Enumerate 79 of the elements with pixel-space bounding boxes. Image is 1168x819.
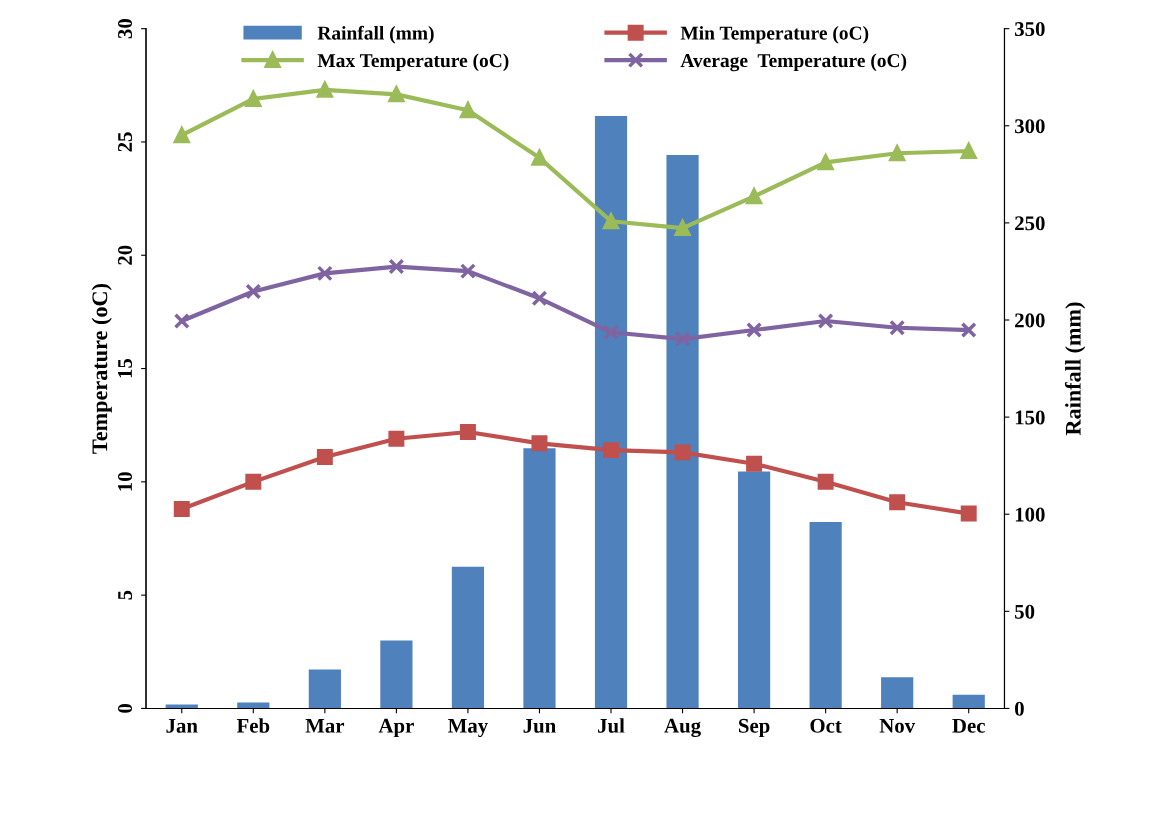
point [245,473,262,490]
y2-tick-label: 0 [1015,701,1024,716]
bar [451,566,485,709]
bar [666,154,699,709]
point [316,265,333,282]
y2-tick-label: 250 [1015,216,1045,231]
point [173,127,190,144]
point [817,312,834,329]
legend-label: Average Temperature (oC) [680,53,907,72]
point [531,435,548,452]
point [603,213,619,230]
y-tick-label: 5 [118,590,133,600]
y-tick-label: 15 [118,358,133,378]
point [603,324,619,341]
point [459,102,476,119]
point [531,149,548,166]
point [603,442,619,459]
y2-tick-label: 50 [1015,604,1035,619]
x-tick-label: Apr [378,718,414,738]
x-tick-label: Feb [236,718,270,733]
point [173,501,190,518]
point [817,473,834,490]
point [531,290,548,307]
y-axis-title: Temperature (oC) [91,284,112,454]
x-tick-label: Jul [598,718,625,733]
point [459,263,476,280]
x-tick-label: May [448,718,488,738]
bar [737,471,771,709]
bar [380,640,413,709]
legend-label: Max Temperature (oC) [317,53,509,72]
bar [809,521,842,709]
y-tick-label: 10 [117,472,133,491]
y2-tick-label: 300 [1014,119,1045,134]
bar [881,677,914,709]
y2-tick-label: 200 [1015,313,1045,328]
point [674,220,691,237]
point [316,448,333,465]
point [245,90,262,107]
y2-tick-label: 100 [1015,507,1045,522]
point [817,154,834,171]
y-tick-label: 30 [117,19,133,39]
x-tick-label: Oct [810,718,842,733]
bar [523,448,556,709]
x-tick-label: Dec [952,718,985,733]
point [388,258,405,275]
bar [308,669,341,709]
point [746,322,763,339]
x-tick-label: Jan [166,718,198,733]
point [674,331,691,348]
point [388,86,405,103]
point [889,319,906,336]
point [889,145,906,162]
x-tick-label: Mar [305,718,345,733]
point [245,283,262,300]
x-tick-label: Aug [664,718,701,738]
point [960,322,977,339]
point [889,494,906,511]
point [960,505,977,522]
point [746,455,763,472]
point [173,312,190,329]
point [960,143,977,160]
y2-axis-title: Rainfall (mm) [1064,302,1086,436]
point [459,424,476,440]
y-tick-label: 25 [118,132,133,152]
x-tick-label: Nov [879,718,916,733]
point [746,188,763,205]
y-tick-label: 0 [117,704,133,713]
legend-label: Min Temperature (oC) [680,25,869,44]
bar [594,116,628,709]
y2-tick-label: 350 [1014,22,1045,37]
y2-tick-label: 150 [1015,410,1045,425]
bar [952,694,985,709]
point [388,430,405,447]
y-tick-label: 20 [117,245,133,265]
point [674,444,691,461]
point [316,81,333,98]
x-tick-label: Sep [738,718,770,738]
x-tick-label: Jun [523,718,556,733]
legend-label: Rainfall (mm) [317,25,434,44]
